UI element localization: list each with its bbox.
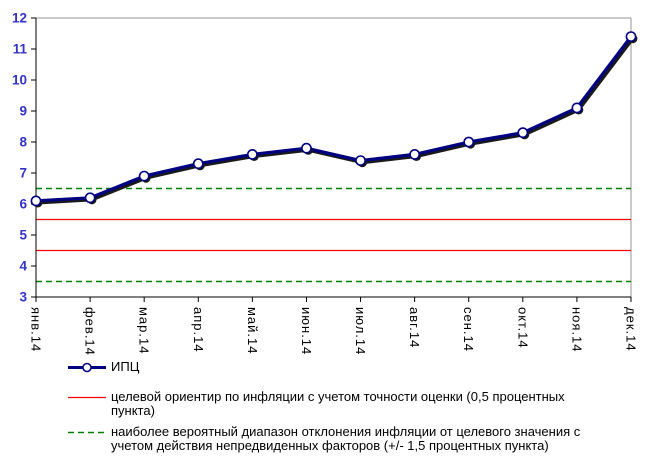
target-line-swatch-icon [68,396,106,399]
y-axis-label: 6 [19,197,27,212]
legend-item-range: наиболее вероятный диапазон отклонения и… [68,425,588,453]
cpi-marker [517,127,529,139]
cpi-marker [571,102,583,114]
cpi-marker [301,142,312,154]
x-axis-label: янв.14 [29,307,44,352]
chart-legend: ИПЦ целевой ориентир по инфляции с учето… [68,360,588,460]
x-axis-label: окт.14 [515,307,530,349]
legend-item-target: целевой ориентир по инфляции с учетом то… [68,390,588,418]
x-axis-label: дек.14 [624,307,639,352]
legend-label-cpi: ИПЦ [111,359,140,374]
cpi-series-swatch-icon [68,362,106,373]
x-axis-label: май.14 [245,307,260,355]
x-axis-label: ноя.14 [569,307,584,353]
x-axis-label: авг.14 [407,307,422,348]
y-axis-label: 8 [19,135,27,150]
cpi-marker [409,148,421,160]
cpi-line-chart: 3 4 5 6 7 8 9 10 11 12 янв.14 фев.14 мар.14 апр.14 май… [12,11,639,356]
y-axis-label: 11 [13,42,28,57]
cpi-marker [463,136,475,148]
cpi-line [35,35,633,203]
y-axis-label: 12 [12,11,27,26]
x-axis-label: сен.14 [461,307,476,352]
x-axis-label: мар.14 [137,307,152,354]
cpi-marker [625,31,637,42]
cpi-marker [192,158,204,170]
cpi-marker [355,155,366,166]
y-axis-label: 3 [19,290,27,305]
cpi-marker [84,192,96,204]
x-axis-label: июн.14 [299,307,314,355]
x-axis-label: июл.14 [353,307,368,355]
y-axis-label: 7 [19,166,27,181]
y-axis-label: 4 [19,259,27,274]
y-axis-label: 10 [12,73,27,88]
x-axis-label: апр.14 [191,307,206,353]
legend-label-range: наиболее вероятный диапазон отклонения и… [111,424,581,453]
y-axis-label: 9 [19,104,27,119]
legend-label-target: целевой ориентир по инфляции с учетом то… [111,389,565,418]
y-axis-label: 5 [19,228,27,243]
cpi-marker [30,195,42,207]
cpi-line-shadow [37,37,635,205]
x-axis-label: фев.14 [83,307,98,356]
cpi-marker [246,148,258,160]
cpi-marker [138,170,150,182]
legend-item-cpi: ИПЦ [68,360,588,374]
range-line-swatch-icon [68,431,106,434]
